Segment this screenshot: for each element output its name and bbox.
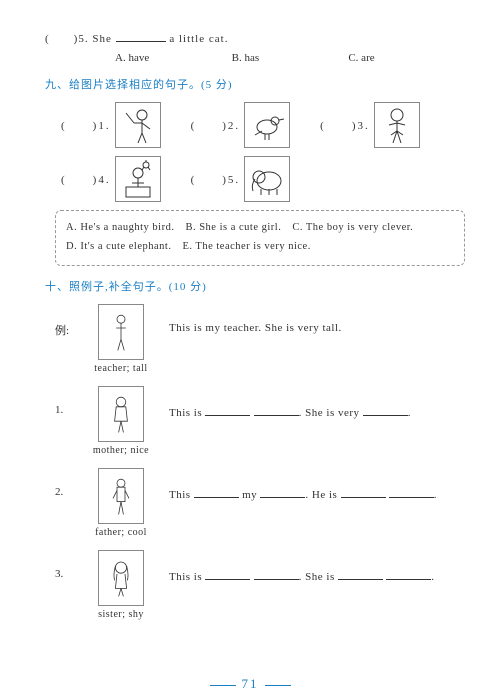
pic-item-2: ( )2.: [185, 102, 291, 148]
page-number: 71: [0, 676, 500, 692]
blank[interactable]: [205, 568, 250, 580]
section-10-item-2: 2. father; cool This my . He is .: [55, 468, 465, 538]
blank[interactable]: [363, 404, 408, 416]
q5-opt-c[interactable]: C. are: [348, 52, 465, 64]
item-2-caption: father; cool: [95, 527, 147, 538]
blank[interactable]: [338, 568, 383, 580]
q5-opt-b[interactable]: B. has: [232, 52, 349, 64]
q5-suffix: a little cat.: [169, 33, 228, 45]
item-2-pic: father; cool: [91, 468, 151, 538]
mother-icon: [101, 394, 141, 434]
pic-box-elephant: [244, 156, 290, 202]
pic-box-boy: [115, 156, 161, 202]
blank[interactable]: [205, 404, 250, 416]
item-1-pic: mother; nice: [91, 386, 151, 456]
q5-blank[interactable]: [116, 30, 166, 42]
section-9-title: 九、给图片选择相应的句子。(5 分): [45, 76, 465, 92]
item-3-num: 3.: [55, 550, 73, 580]
example-label: 例:: [55, 304, 73, 338]
item-3-text: This is . She is .: [169, 550, 435, 583]
example-pic: teacher; tall: [91, 304, 151, 374]
answers-line-2: D. It's a cute elephant. E. The teacher …: [66, 238, 454, 257]
sister-icon: [101, 558, 141, 598]
teacher-icon: [118, 105, 158, 145]
section-10-item-3: 3. sister; shy This is . She is .: [55, 550, 465, 620]
father-icon: [101, 476, 141, 516]
blank[interactable]: [194, 486, 239, 498]
section-10-example: 例: teacher; tall This is my teacher. She…: [55, 304, 465, 374]
blank[interactable]: [389, 486, 434, 498]
question-5: ( )5. She a little cat.: [45, 30, 465, 46]
answers-line-1: A. He's a naughty bird. B. She is a cute…: [66, 219, 454, 238]
teacher-tall-icon: [101, 312, 141, 352]
section-10-title: 十、照例子,补全句子。(10 分): [45, 278, 465, 294]
boy-icon: [118, 159, 158, 199]
q5-prefix: ( )5. She: [45, 33, 112, 45]
section-9-answers: A. He's a naughty bird. B. She is a cute…: [55, 210, 465, 266]
blank[interactable]: [254, 404, 299, 416]
item-1-num: 1.: [55, 386, 73, 416]
pic-label-1: ( )1.: [61, 117, 111, 133]
girl-icon: [377, 105, 417, 145]
pic-box-girl: [374, 102, 420, 148]
pic-item-1: ( )1.: [55, 102, 161, 148]
pic-box-teacher: [115, 102, 161, 148]
section-10-item-1: 1. mother; nice This is . She is very .: [55, 386, 465, 456]
pic-box-bird: [244, 102, 290, 148]
blank[interactable]: [341, 486, 386, 498]
pic-label-2: ( )2.: [191, 117, 241, 133]
item-1-text: This is . She is very .: [169, 386, 411, 419]
blank[interactable]: [386, 568, 431, 580]
example-text: This is my teacher. She is very tall.: [169, 304, 342, 334]
pic-label-5: ( )5.: [191, 171, 241, 187]
item-3-pic: sister; shy: [91, 550, 151, 620]
example-caption: teacher; tall: [94, 363, 147, 374]
bird-icon: [247, 105, 287, 145]
elephant-icon: [247, 159, 287, 199]
pic-item-3: ( )3.: [314, 102, 420, 148]
blank[interactable]: [254, 568, 299, 580]
pic-item-5: ( )5.: [185, 156, 291, 202]
item-2-num: 2.: [55, 468, 73, 498]
q5-opt-a[interactable]: A. have: [115, 52, 232, 64]
item-2-text: This my . He is .: [169, 468, 437, 501]
item-1-caption: mother; nice: [93, 445, 149, 456]
blank[interactable]: [260, 486, 305, 498]
q5-options: A. have B. has C. are: [115, 52, 465, 64]
pic-item-4: ( )4.: [55, 156, 161, 202]
section-9-row-1: ( )1. ( )2. ( )3.: [55, 102, 465, 148]
item-3-caption: sister; shy: [98, 609, 144, 620]
pic-label-4: ( )4.: [61, 171, 111, 187]
pic-label-3: ( )3.: [320, 117, 370, 133]
section-9-row-2: ( )4. ( )5.: [55, 156, 465, 202]
